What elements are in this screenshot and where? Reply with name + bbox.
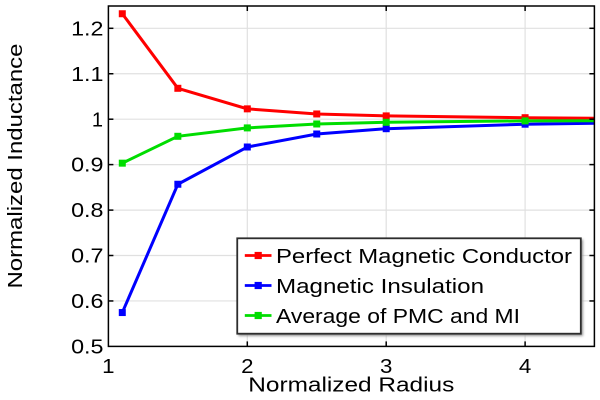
svg-text:0.7: 0.7: [71, 246, 103, 268]
svg-text:Perfect Magnetic Conductor: Perfect Magnetic Conductor: [276, 246, 572, 268]
svg-text:2: 2: [241, 356, 253, 378]
svg-text:1.2: 1.2: [71, 18, 103, 40]
svg-text:1: 1: [102, 356, 114, 378]
svg-text:1: 1: [92, 109, 103, 131]
svg-text:0.6: 0.6: [71, 291, 103, 313]
svg-text:Magnetic Insulation: Magnetic Insulation: [276, 276, 484, 298]
svg-text:Normalized Inductance: Normalized Inductance: [5, 44, 27, 289]
svg-text:0.8: 0.8: [71, 200, 103, 222]
svg-text:Normalized Radius: Normalized Radius: [248, 375, 454, 397]
svg-text:3: 3: [380, 356, 392, 378]
svg-text:Average of PMC and MI: Average of PMC and MI: [276, 306, 520, 328]
svg-text:1.1: 1.1: [71, 64, 103, 86]
svg-text:4: 4: [519, 356, 531, 378]
svg-text:0.5: 0.5: [71, 337, 103, 359]
svg-text:0.9: 0.9: [71, 155, 103, 177]
